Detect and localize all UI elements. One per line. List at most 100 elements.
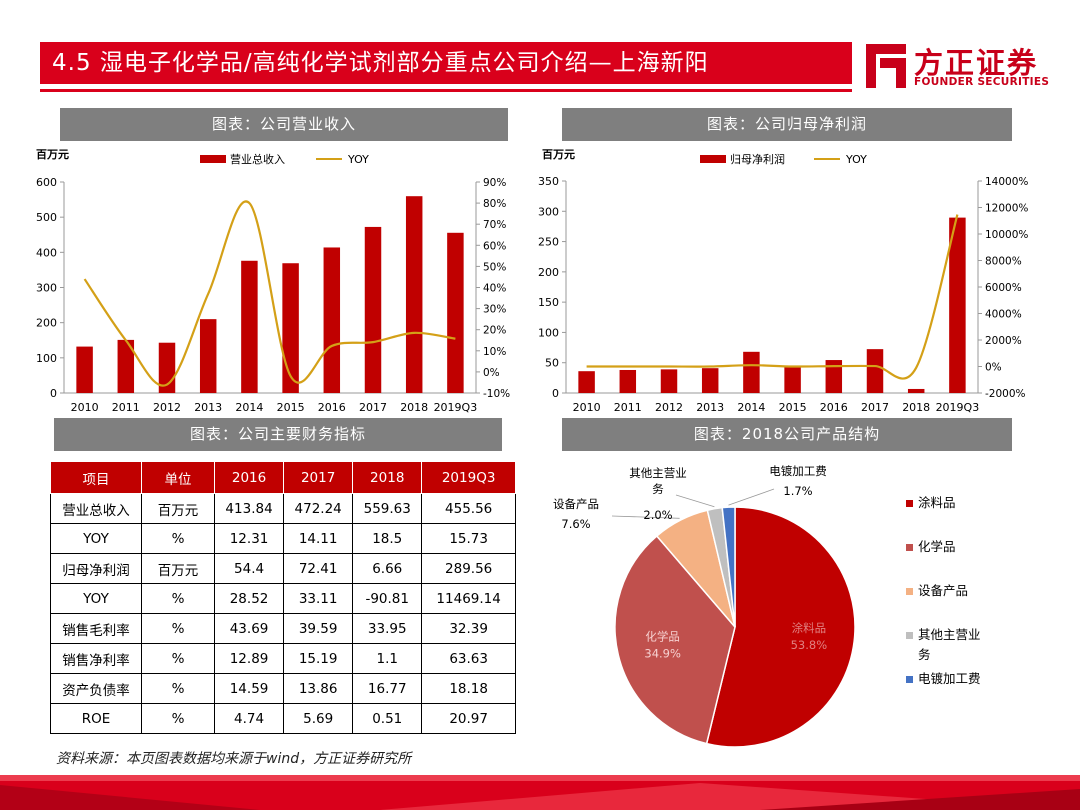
profit-x-tick-label: 2016 [820, 401, 848, 414]
revenue-right-tick-label: 70% [483, 219, 506, 231]
revenue-x-tick-label: 2016 [318, 401, 346, 414]
pie-slice-name: 化学品 [645, 629, 680, 643]
table-cell: 559.63 [352, 493, 423, 524]
profit-bar [949, 217, 966, 393]
profit-legend-bar-label: 归母净利润 [730, 152, 785, 166]
table-cell: 营业总收入 [50, 493, 142, 524]
pie-slice-name: 务 [652, 482, 664, 496]
table-cell: 16.77 [352, 673, 423, 704]
table-cell: 472.24 [283, 493, 354, 524]
pie-leader-line [728, 488, 775, 506]
pie-slice-value: 34.9% [644, 646, 681, 660]
revenue-left-tick-label: 300 [36, 282, 57, 295]
revenue-panel-title: 图表：公司营业收入 [60, 108, 508, 141]
profit-left-tick-label: 250 [538, 236, 559, 249]
profit-x-tick-label: 2011 [614, 401, 642, 414]
table-cell: 413.84 [213, 493, 285, 524]
table-cell: 销售净利率 [50, 643, 142, 674]
profit-x-tick-label: 2017 [861, 401, 889, 414]
table-cell: 14.11 [283, 523, 354, 554]
profit-yoy-line [586, 214, 959, 380]
structure-panel-title: 图表：2018公司产品结构 [562, 418, 1012, 451]
pie-slice-value: 1.7% [783, 484, 812, 498]
profit-right-tick-label: 10000% [985, 229, 1028, 241]
table-cell: 4.74 [213, 703, 285, 734]
table-cell: 资产负债率 [50, 673, 142, 704]
table-row: YOY% 28.52 33.11 -90.81 11469.14 [50, 583, 516, 614]
data-source-note: 资料来源：本页图表数据均来源于wind，方正证券研究所 [56, 751, 412, 767]
pie-slice-name: 电镀加工费 [769, 464, 827, 478]
profit-right-tick-label: 2000% [985, 335, 1022, 347]
revenue-x-tick-label: 2013 [194, 401, 222, 414]
logo-text-cn: 方正证券 [914, 46, 1039, 80]
profit-x-tick-label: 2014 [737, 401, 765, 414]
pie-slice [614, 534, 736, 745]
table-header-cell: 单位 [141, 461, 215, 494]
table-cell: 1.1 [352, 643, 423, 674]
pie-slice [721, 506, 736, 628]
table-cell: 43.69 [213, 613, 285, 644]
revenue-bar [199, 319, 217, 393]
revenue-right-tick-label: 0% [483, 367, 500, 379]
pie-legend-label: 涂料品 [918, 495, 956, 510]
table-header-cell: 项目 [50, 461, 142, 494]
revenue-x-tick-label: 2011 [112, 401, 140, 414]
table-row: 归母净利润 百万元 54.4 72.41 6.66 289.56 [50, 553, 516, 584]
pie-slice-value: 7.6% [561, 517, 590, 531]
table-cell: 32.39 [421, 613, 516, 644]
table-cell: YOY [50, 583, 142, 614]
revenue-bar [405, 196, 423, 393]
profit-bar [866, 349, 884, 393]
table-cell: 销售毛利率 [50, 613, 142, 644]
logo-text-en: FOUNDER SECURITIES [914, 76, 1050, 88]
table-cell: 15.19 [283, 643, 354, 674]
table-cell: 14.59 [213, 673, 285, 704]
table-cell: 6.66 [352, 553, 423, 584]
revenue-x-tick-label: 2018 [400, 401, 428, 414]
table-cell: YOY [50, 523, 142, 554]
revenue-bar [117, 339, 135, 393]
table-cell: % [141, 613, 215, 644]
table-header-cell: 2019Q3 [421, 461, 516, 494]
profit-bar [660, 369, 678, 393]
profit-legend-bar-swatch [700, 155, 726, 163]
revenue-bar [364, 226, 382, 393]
profit-right-tick-label: 0% [985, 362, 1002, 374]
profit-x-tick-label: 2010 [573, 401, 601, 414]
header-divider [40, 89, 852, 92]
table-row: 销售净利率% 12.89 15.19 1.1 63.63 [50, 643, 516, 674]
table-cell: 百万元 [141, 553, 215, 584]
revenue-right-tick-label: 90% [483, 177, 506, 189]
table-cell: 5.69 [283, 703, 354, 734]
table-cell: 11469.14 [421, 583, 516, 614]
table-header-cell: 2016 [213, 461, 285, 494]
net-profit-chart: 百万元 归母净利润 YOY 0 50 100 150 200 250 300 350 -2000% 0%… [538, 148, 1028, 414]
profit-left-tick-label: 100 [538, 326, 559, 339]
financial-indicators-table: 项目 单位 2016 2017 2018 2019Q3 营业总收入 百万元 413.84 472… [50, 461, 516, 734]
revenue-x-tick-label: 2012 [153, 401, 181, 414]
profit-left-tick-label: 150 [538, 296, 559, 309]
revenue-right-tick-label: 60% [483, 240, 506, 252]
revenue-bar [76, 346, 93, 393]
revenue-chart: 百万元 营业总收入 YOY 0 100 200 300 400 500 600 -10% 0% 10% 2… [36, 148, 510, 414]
table-cell: 15.73 [421, 523, 516, 554]
table-row: 销售毛利率% 43.69 39.59 33.95 32.39 [50, 613, 516, 644]
profit-unit-label: 百万元 [542, 148, 575, 161]
table-header-cell: 2018 [352, 461, 423, 494]
revenue-left-tick-label: 0 [50, 387, 57, 400]
table-cell: 归母净利润 [50, 553, 142, 584]
profit-left-tick-label: 350 [538, 175, 559, 188]
pie-slice-name: 设备产品 [553, 497, 599, 511]
revenue-left-tick-label: 100 [36, 352, 57, 365]
table-cell: 12.89 [213, 643, 285, 674]
profit-right-tick-label: -2000% [985, 388, 1026, 400]
revenue-bar [282, 263, 299, 393]
revenue-right-tick-label: -10% [483, 388, 510, 400]
page-title: 4.5 湿电子化学品/高纯化学试剂部分重点公司介绍—上海新阳 [40, 42, 852, 84]
revenue-right-tick-label: 10% [483, 346, 506, 358]
profit-right-tick-label: 12000% [985, 203, 1028, 215]
revenue-yoy-line [83, 200, 456, 387]
revenue-right-tick-label: 50% [483, 261, 506, 273]
table-cell: 0.51 [352, 703, 423, 734]
table-cell: 54.4 [213, 553, 285, 584]
